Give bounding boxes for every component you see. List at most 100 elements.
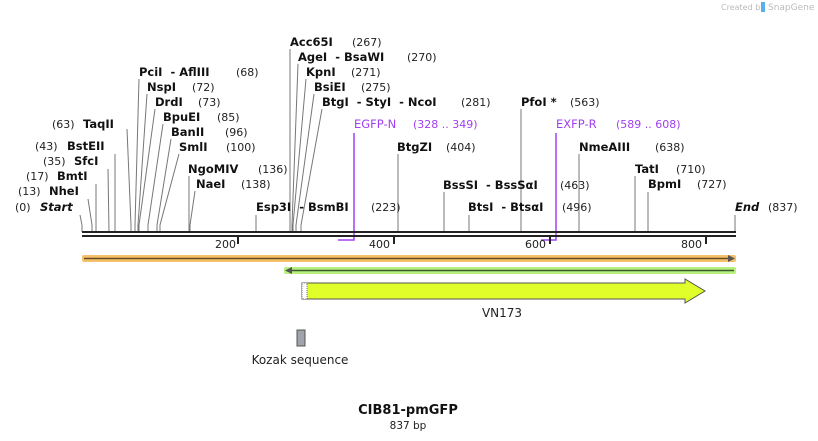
svg-text:(281): (281) [461,96,491,109]
svg-text:(727): (727) [697,178,727,191]
enzyme-label-taqii[interactable]: (63) TaqII [52,117,114,131]
enzyme-label-smli[interactable]: SmlI (100) [179,140,256,154]
enzyme-label-nspi[interactable]: NspI (72) [147,80,215,94]
svg-text:BtsI - BtsαI: BtsI - BtsαI [468,200,543,214]
enzyme-label-end[interactable]: End (837) [735,200,798,214]
svg-text:DrdI: DrdI [155,95,183,109]
feature-vn173[interactable]: VN173 [301,278,706,320]
enzyme-label-bsteii[interactable]: (43) BstEII [35,139,105,153]
svg-text:(0): (0) [15,201,31,214]
map-length: 837 bp [390,420,427,432]
enzyme-label-ngomiv[interactable]: NgoMIV (136) [188,162,288,176]
svg-text:(43): (43) [35,140,58,153]
enzyme-label-nhei[interactable]: (13) NheI [18,184,79,198]
ruler-tick-label: 200 [215,238,236,251]
svg-text:BanII: BanII [171,125,204,139]
enzyme-label-bpmi[interactable]: BpmI (727) [648,177,727,191]
svg-text:(35): (35) [43,155,66,168]
snapgene-logo-icon [761,2,765,12]
svg-text:BtgZI: BtgZI [397,140,432,154]
svg-text:(404): (404) [446,141,476,154]
enzyme-label-bsiei[interactable]: BsiEI (275) [314,80,391,94]
ruler-tick-label: 800 [681,238,702,251]
svg-text:(463): (463) [560,179,590,192]
enzyme-label-esp3i-bsmbi[interactable]: Esp3I - BsmBI (223) [256,200,401,214]
svg-text:NaeI: NaeI [196,177,225,191]
svg-text:(270): (270) [407,51,437,64]
svg-text:VN173: VN173 [482,306,522,320]
svg-text:(267): (267) [352,36,382,49]
enzyme-label-btsi-btsai[interactable]: BtsI - BtsαI (496) [468,200,592,214]
enzyme-label-nmeaiii[interactable]: NmeAIII (638) [579,140,685,154]
svg-text:KpnI: KpnI [306,65,336,79]
svg-text:BpmI: BpmI [648,177,681,191]
enzyme-site-lines [79,49,736,233]
svg-text:(328 .. 349): (328 .. 349) [413,118,478,131]
enzyme-label-sfci[interactable]: (35) SfcI [43,154,98,168]
svg-text:(96): (96) [225,126,248,139]
svg-text:TatI: TatI [635,162,659,176]
enzyme-label-pfoi[interactable]: PfoI * (563) [521,95,600,109]
svg-text:NheI: NheI [49,184,79,198]
orange-orf-bar[interactable] [82,255,736,262]
svg-text:(72): (72) [192,81,215,94]
watermark-brand: SnapGene [768,3,815,13]
enzyme-label-bmti[interactable]: (17) BmtI [26,169,88,183]
enzyme-label-naei[interactable]: NaeI (138) [196,177,271,191]
svg-text:(589 .. 608): (589 .. 608) [616,118,681,131]
enzyme-label-pcii-afliii[interactable]: PciI - AflIII (68) [139,65,259,79]
enzyme-label-acc65i[interactable]: Acc65I (267) [290,35,382,49]
enzyme-label-btgzi[interactable]: BtgZI (404) [397,140,476,154]
svg-text:EGFP-N: EGFP-N [354,117,396,131]
svg-text:EXFP-R: EXFP-R [556,117,597,131]
svg-text:BssSI - BssSαI: BssSI - BssSαI [443,178,538,192]
svg-text:BsiEI: BsiEI [314,80,346,94]
enzyme-label-start[interactable]: (0) Start [15,200,73,214]
sequence-backbone [82,231,736,244]
enzyme-label-banii[interactable]: BanII (96) [171,125,248,139]
svg-text:(837): (837) [768,201,798,214]
svg-text:PfoI *: PfoI * [521,95,557,109]
svg-text:BpuEI: BpuEI [163,110,200,124]
svg-text:(563): (563) [570,96,600,109]
enzyme-label-kpni[interactable]: KpnI (271) [306,65,381,79]
svg-text:(13): (13) [18,185,41,198]
svg-text:BtgI - StyI - NcoI: BtgI - StyI - NcoI [322,95,437,109]
svg-text:TaqII: TaqII [83,117,114,131]
ruler-tick-label: 400 [369,238,390,251]
svg-text:(100): (100) [226,141,256,154]
svg-text:(73): (73) [198,96,221,109]
svg-text:NmeAIII: NmeAIII [579,140,630,154]
svg-text:(275): (275) [361,81,391,94]
svg-text:SfcI: SfcI [74,154,98,168]
svg-text:SmlI: SmlI [179,140,208,154]
enzyme-label-agei-bsawi[interactable]: AgeI - BsaWI (270) [298,50,437,64]
enzyme-label-drdi[interactable]: DrdI (73) [155,95,221,109]
svg-text:(17): (17) [26,170,49,183]
svg-text:(496): (496) [562,201,592,214]
enzyme-label-bsssi-bsssai[interactable]: BssSI - BssSαI (463) [443,178,590,192]
feature-kozak-sequence[interactable]: Kozak sequence [252,329,349,367]
svg-text:End: End [735,200,760,214]
primer-exfp-r[interactable]: EXFP-R (589 .. 608) [541,117,681,241]
svg-text:BmtI: BmtI [57,169,88,183]
svg-text:(138): (138) [241,178,271,191]
green-orf-bar[interactable] [284,267,736,274]
svg-text:BstEII: BstEII [67,139,105,153]
svg-text:(68): (68) [236,66,259,79]
primer-egfp-n[interactable]: EGFP-N (328 .. 349) [338,117,478,241]
watermark-prefix: Created by [721,3,765,12]
svg-text:(271): (271) [351,66,381,79]
svg-text:(223): (223) [371,201,401,214]
enzyme-label-tati[interactable]: TatI (710) [635,162,706,176]
svg-text:(638): (638) [655,141,685,154]
svg-text:(85): (85) [217,111,240,124]
enzyme-label-bpuei[interactable]: BpuEI (85) [163,110,240,124]
svg-text:NgoMIV: NgoMIV [188,162,238,176]
svg-text:NspI: NspI [147,80,176,94]
svg-text:Acc65I: Acc65I [290,35,333,49]
svg-text:(136): (136) [258,163,288,176]
svg-text:(710): (710) [676,163,706,176]
enzyme-label-btgi-styi-ncoi[interactable]: BtgI - StyI - NcoI (281) [322,95,491,109]
